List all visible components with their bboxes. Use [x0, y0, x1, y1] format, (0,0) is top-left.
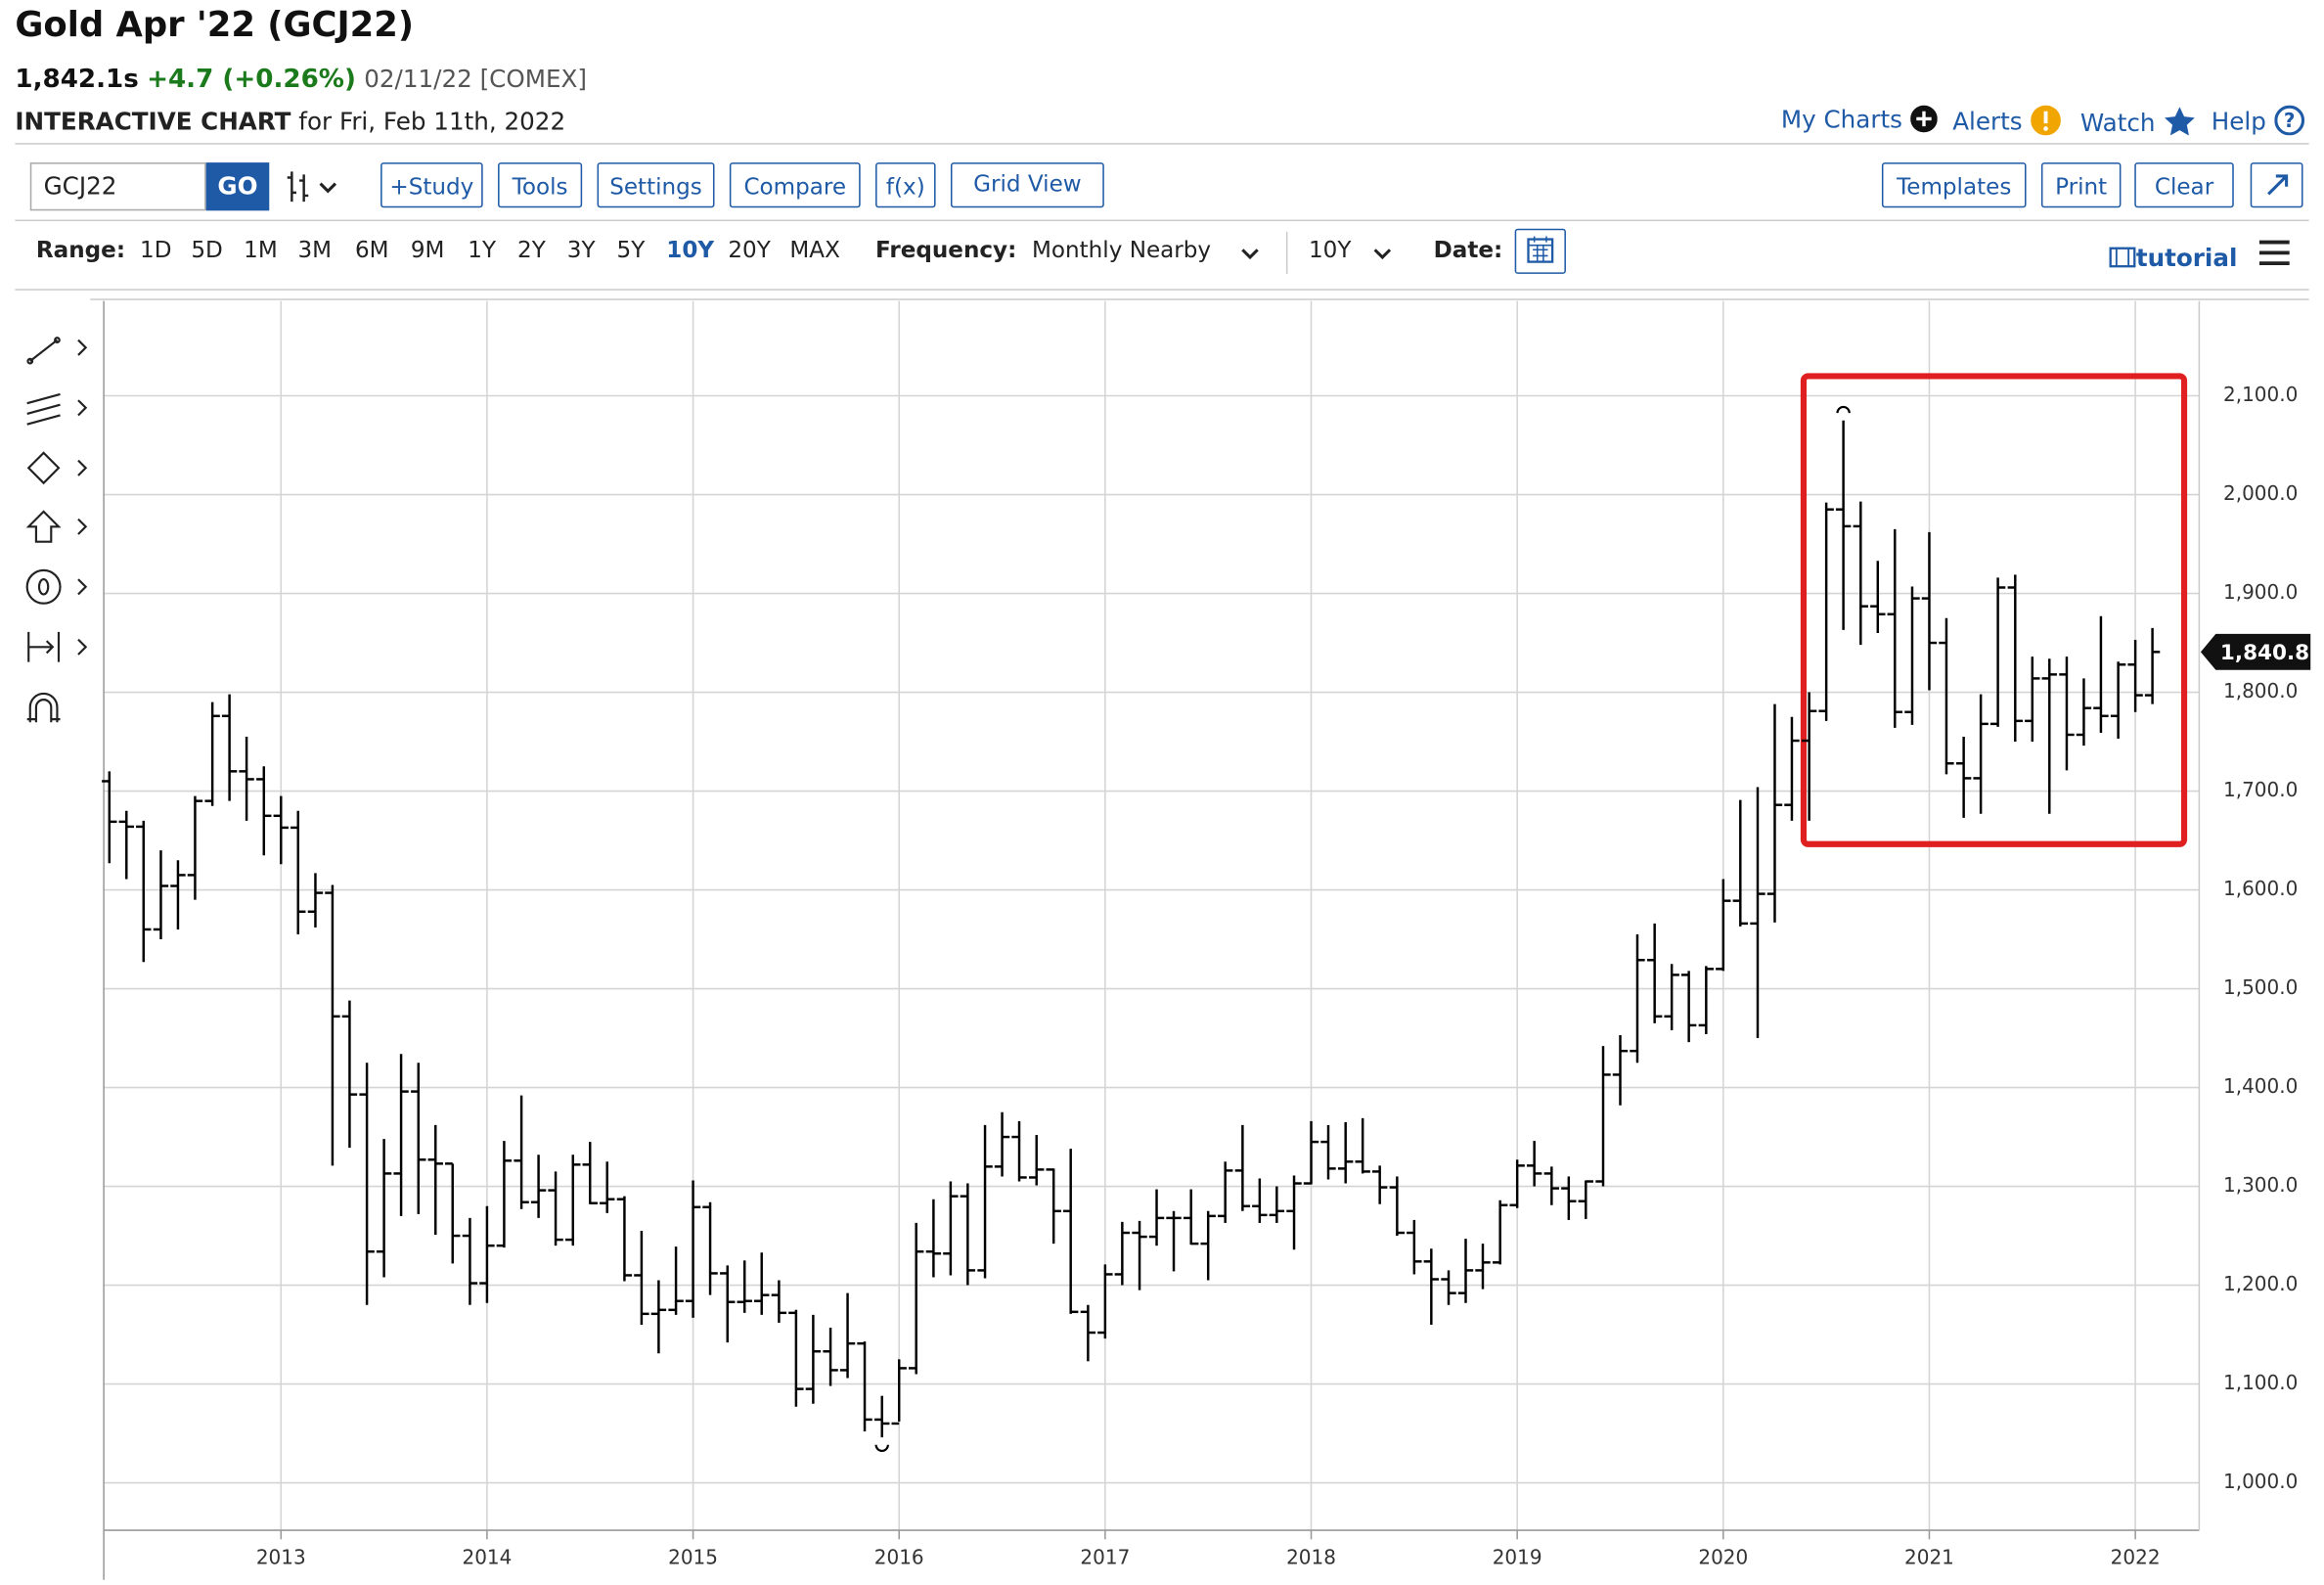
range-option[interactable]: 5D: [191, 236, 223, 264]
expand-button[interactable]: [2250, 162, 2303, 208]
x-tick-label: 2017: [1080, 1546, 1130, 1569]
calendar-icon: [1527, 236, 1554, 263]
plus-icon: [1909, 105, 1938, 133]
range-option[interactable]: 20Y: [728, 236, 771, 264]
range-option[interactable]: 3Y: [566, 236, 596, 264]
highlight-box: [1800, 373, 2188, 847]
quote-line: 1,842.1s +4.7 (+0.26%) 02/11/22 [COMEX]: [15, 65, 587, 95]
y-tick-label: 1,100.0: [2223, 1371, 2298, 1394]
help-link[interactable]: Help ?: [2211, 105, 2304, 136]
compare-button[interactable]: Compare: [729, 162, 861, 208]
change: +4.7 (+0.26%): [147, 65, 356, 95]
range-option[interactable]: 1D: [140, 236, 172, 264]
tools-button[interactable]: Tools: [498, 162, 583, 208]
print-button[interactable]: Print: [2040, 162, 2122, 208]
y-tick-label: 1,900.0: [2223, 580, 2298, 604]
separator: [1285, 231, 1288, 274]
frequency-select[interactable]: Monthly Nearby: [1031, 236, 1212, 264]
date-button[interactable]: [1514, 228, 1566, 274]
y-tick-label: 1,300.0: [2223, 1173, 2298, 1197]
range-option[interactable]: 1Y: [468, 236, 497, 264]
alert-icon: [2030, 105, 2061, 136]
range-option[interactable]: 10Y: [666, 236, 715, 264]
chart-label: INTERACTIVE CHART: [15, 107, 291, 136]
link-text: Help: [2211, 107, 2266, 136]
divider: [15, 289, 2309, 291]
drawing-tools[interactable]: [25, 337, 88, 723]
y-tick-label: 1,700.0: [2223, 778, 2298, 801]
star-icon: [2164, 107, 2195, 136]
expand-icon: [2266, 174, 2288, 196]
tutorial-link[interactable]: tutorial: [2109, 244, 2237, 272]
clear-button[interactable]: Clear: [2134, 162, 2234, 208]
watch-link[interactable]: Watch: [2080, 106, 2196, 137]
grid-view-button[interactable]: Grid View: [950, 162, 1104, 208]
x-tick-label: 2014: [462, 1546, 512, 1569]
range-option[interactable]: 1M: [244, 236, 278, 264]
templates-button[interactable]: Templates: [1881, 162, 2027, 208]
link-text: Alerts: [1952, 107, 2023, 136]
y-tick-label: 2,100.0: [2223, 383, 2298, 406]
y-tick-label: 1,600.0: [2223, 877, 2298, 900]
price: 1,842.1s: [15, 65, 139, 95]
menu-icon[interactable]: [2257, 238, 2291, 268]
last-price-flag: [2200, 633, 2311, 670]
x-tick-label: 2013: [256, 1546, 306, 1569]
chart-date: for Fri, Feb 11th, 2022: [298, 107, 566, 136]
alerts-link[interactable]: Alerts: [1952, 105, 2061, 136]
range-option[interactable]: 5Y: [616, 236, 646, 264]
symbol-input[interactable]: GCJ22: [29, 162, 206, 211]
last-price-label: 1,840.8: [2220, 641, 2309, 665]
fx-button[interactable]: f(x): [875, 162, 936, 208]
title: Gold Apr '22 (GCJ22): [15, 6, 415, 46]
help-icon: ?: [2273, 105, 2304, 136]
y-tick-label: 1,800.0: [2223, 679, 2298, 702]
range-option[interactable]: 9M: [410, 236, 445, 264]
my-charts-link[interactable]: My Charts: [1780, 105, 1938, 134]
frequency-label: Frequency:: [875, 236, 1017, 264]
period-select[interactable]: 10Y: [1308, 236, 1352, 264]
divider: [15, 143, 2309, 145]
tutorial-text: tutorial: [2135, 244, 2238, 273]
y-tick-label: 2,000.0: [2223, 481, 2298, 505]
date-label: Date:: [1433, 236, 1503, 264]
date-exchange: 02/11/22 [COMEX]: [364, 65, 587, 94]
x-tick-label: 2019: [1493, 1546, 1542, 1569]
go-button[interactable]: GO: [205, 162, 270, 211]
settings-button[interactable]: Settings: [597, 162, 715, 208]
range-label: Range:: [35, 236, 126, 264]
range-option[interactable]: 3M: [297, 236, 333, 264]
chart-caption: INTERACTIVE CHART for Fri, Feb 11th, 202…: [15, 107, 565, 135]
tutorial-icon: [2109, 247, 2136, 268]
link-text: My Charts: [1780, 105, 1902, 134]
x-tick-label: 2015: [668, 1546, 718, 1569]
y-tick-label: 1,500.0: [2223, 975, 2298, 999]
x-tick-label: 2022: [2111, 1546, 2161, 1569]
study-button[interactable]: +Study: [380, 162, 483, 208]
chart-type-menu[interactable]: [283, 165, 346, 207]
range-option[interactable]: MAX: [789, 236, 840, 264]
y-tick-label: 1,000.0: [2223, 1470, 2298, 1493]
x-tick-label: 2018: [1286, 1546, 1336, 1569]
link-text: Watch: [2079, 108, 2156, 137]
chevron: [1241, 249, 1259, 260]
high-marker: [1836, 405, 1851, 414]
divider: [15, 219, 2309, 222]
range-option[interactable]: 2Y: [517, 236, 546, 264]
low-marker: [874, 1444, 889, 1453]
y-tick-label: 1,200.0: [2223, 1272, 2298, 1295]
chevron: [1373, 249, 1392, 260]
range-option[interactable]: 6M: [354, 236, 389, 264]
x-tick-label: 2021: [1904, 1546, 1954, 1569]
svg-text:?: ?: [2283, 109, 2295, 132]
y-tick-label: 1,400.0: [2223, 1074, 2298, 1098]
x-tick-label: 2016: [874, 1546, 924, 1569]
x-tick-label: 2020: [1698, 1546, 1748, 1569]
